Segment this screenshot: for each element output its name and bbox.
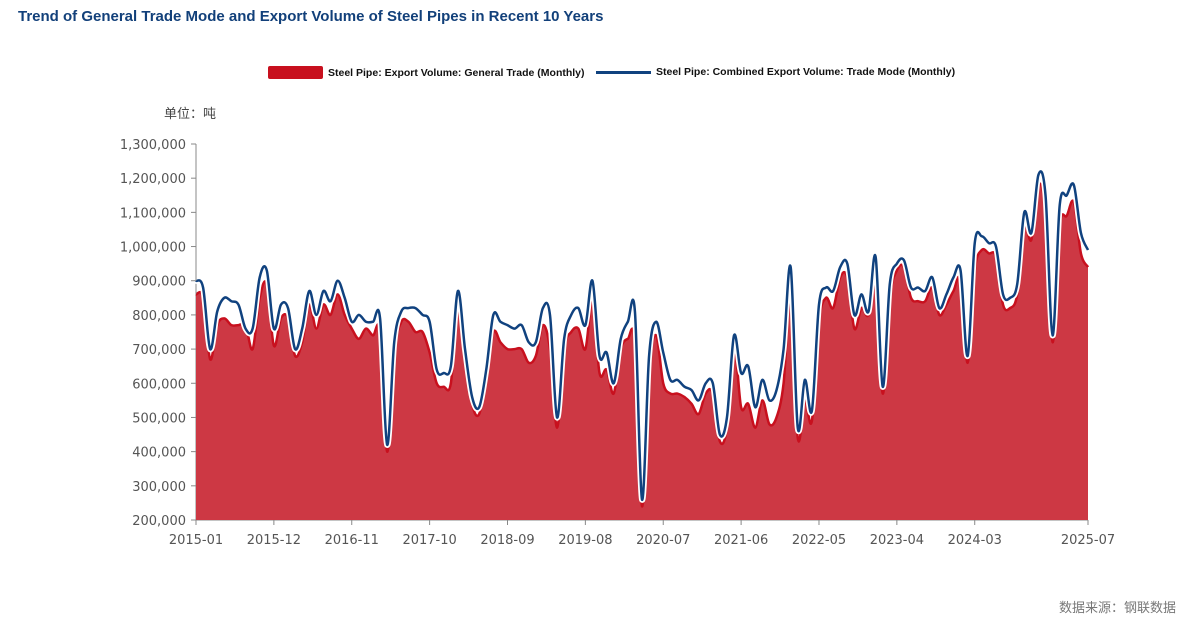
y-tick-label: 900,000: [132, 275, 186, 290]
y-tick-label: 300,000: [132, 480, 186, 495]
legend-item-combined-trade[interactable]: Steel Pipe: Combined Export Volume: Trad…: [596, 66, 955, 78]
y-tick-label: 700,000: [132, 343, 186, 358]
x-tick-label: 2018-09: [480, 533, 534, 548]
y-tick-label: 1,300,000: [120, 138, 186, 153]
y-tick-label: 800,000: [132, 309, 186, 324]
y-tick-label: 1,200,000: [120, 172, 186, 187]
legend-swatch-line: [596, 70, 651, 74]
x-tick-label: 2025-07: [1061, 533, 1115, 548]
chart-title: Trend of General Trade Mode and Export V…: [18, 8, 604, 25]
x-tick-label: 2024-03: [948, 533, 1002, 548]
legend-label-general-trade: Steel Pipe: Export Volume: General Trade…: [328, 66, 585, 79]
y-tick-label: 1,100,000: [120, 206, 186, 221]
series-line-combined-trade: [195, 170, 1090, 501]
legend-swatch-area: [268, 66, 323, 79]
y-axis: 200,000 300,000 400,000 500,000 600,000 700,0…: [120, 138, 197, 529]
legend-label-combined-trade: Steel Pipe: Combined Export Volume: Trad…: [656, 66, 956, 78]
x-tick-label: 2020-07: [636, 533, 690, 548]
unit-label: 单位：吨: [164, 107, 217, 122]
x-tick-label: 2016-11: [325, 533, 379, 548]
y-tick-label: 500,000: [132, 411, 186, 426]
y-tick-label: 600,000: [132, 377, 186, 392]
x-tick-label: 2015-12: [247, 533, 301, 548]
y-tick-label: 200,000: [132, 514, 186, 529]
x-tick-label: 2021-06: [714, 533, 768, 548]
legend-item-general-trade[interactable]: Steel Pipe: Export Volume: General Trade…: [268, 66, 585, 79]
x-tick-label: 2022-05: [792, 533, 846, 548]
x-axis: 2015-01 2015-12 2016-11 2017-10 2018-09 2019-…: [169, 519, 1115, 548]
x-tick-label: 2023-04: [870, 533, 924, 548]
y-tick-label: 1,000,000: [120, 241, 186, 256]
x-tick-label: 2019-08: [558, 533, 612, 548]
series-area-general-trade: [196, 183, 1088, 521]
source-note: 数据来源：钢联数据: [1058, 601, 1176, 616]
y-tick-label: 400,000: [132, 446, 186, 461]
x-tick-label: 2017-10: [402, 533, 456, 548]
legend: Steel Pipe: Export Volume: General Trade…: [0, 66, 1200, 86]
x-tick-label: 2015-01: [169, 533, 223, 548]
